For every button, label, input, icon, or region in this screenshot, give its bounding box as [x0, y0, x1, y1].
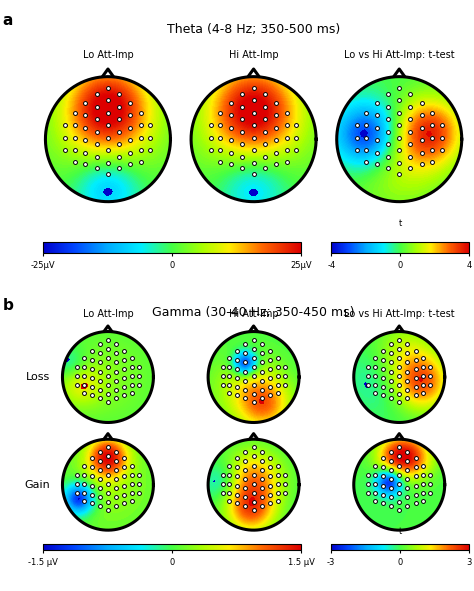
Title: Lo vs Hi Att-Imp: t-test: Lo vs Hi Att-Imp: t-test — [344, 50, 455, 60]
Text: Gamma (30-40 Hz; 350-450 ms): Gamma (30-40 Hz; 350-450 ms) — [152, 306, 355, 319]
Text: Theta (4-8 Hz; 350-500 ms): Theta (4-8 Hz; 350-500 ms) — [167, 22, 340, 35]
Text: Loss: Loss — [26, 372, 50, 382]
Title: Lo Att-Imp: Lo Att-Imp — [82, 50, 133, 60]
Title: Hi Att-Imp: Hi Att-Imp — [229, 50, 278, 60]
Text: a: a — [2, 13, 13, 28]
Text: Gain: Gain — [24, 480, 50, 490]
Text: t: t — [399, 527, 402, 536]
Title: Lo Att-Imp: Lo Att-Imp — [82, 309, 133, 319]
Text: t: t — [399, 219, 402, 228]
Title: Lo vs Hi Att-Imp: t-test: Lo vs Hi Att-Imp: t-test — [344, 309, 455, 319]
Title: Hi Att-Imp: Hi Att-Imp — [229, 309, 278, 319]
Text: b: b — [2, 298, 13, 313]
